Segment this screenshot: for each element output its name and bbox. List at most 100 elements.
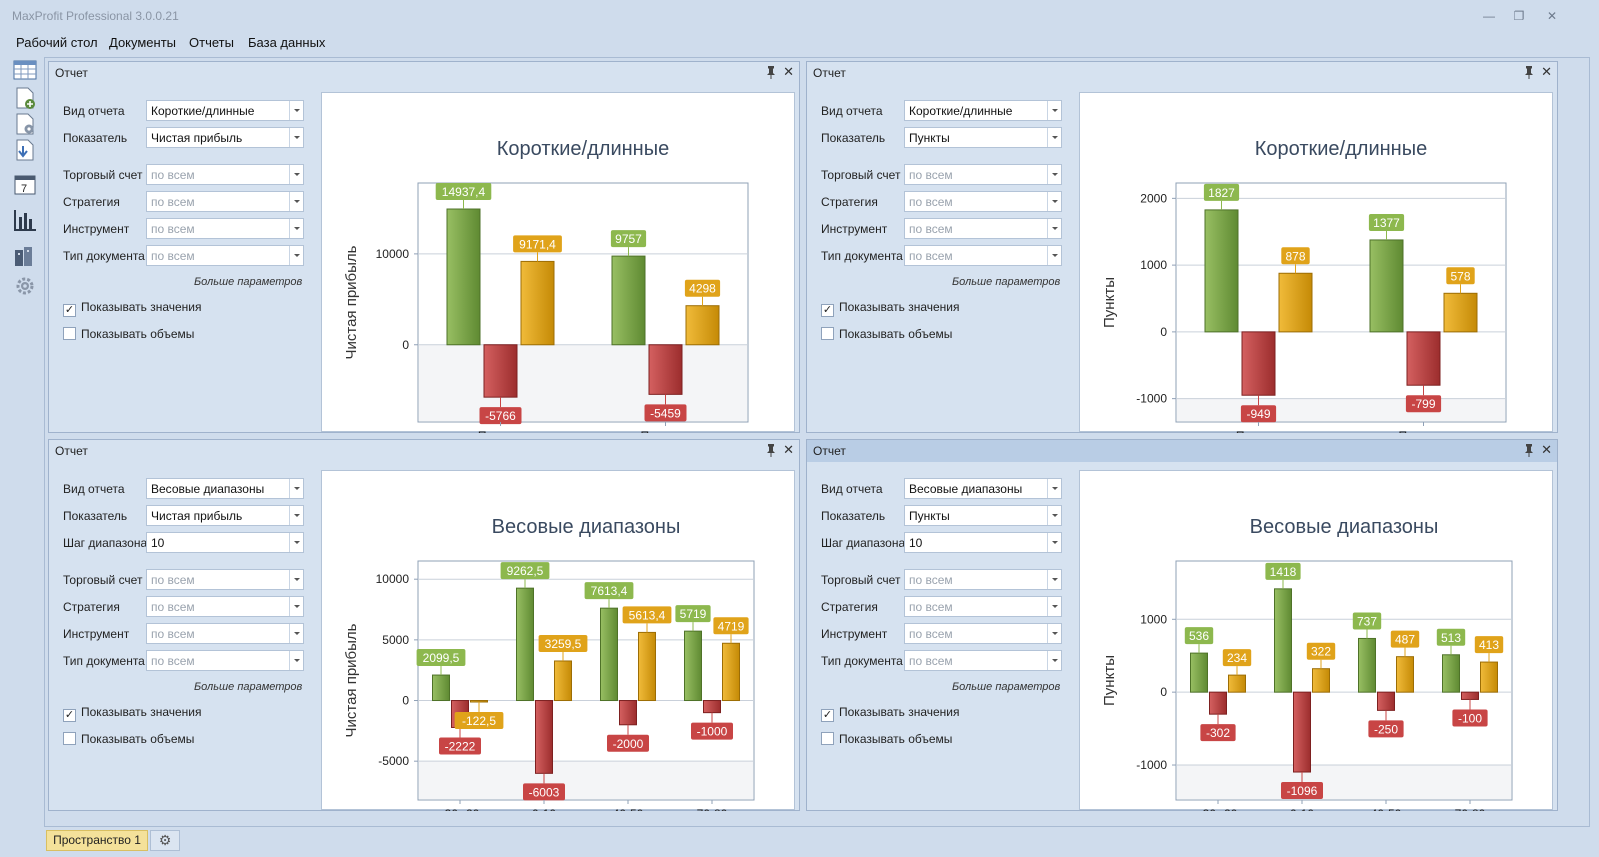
instrument-select[interactable]: по всем [146,218,304,239]
database-icon[interactable] [12,243,38,269]
menu-desktop[interactable]: Рабочий стол [16,35,98,50]
chevron-down-icon[interactable] [1047,192,1061,211]
instrument-select[interactable]: по всем [146,623,304,644]
doc-type-select[interactable]: по всем [904,245,1062,266]
checkbox-box[interactable]: ✓ [821,709,834,722]
chevron-down-icon[interactable] [1047,101,1061,120]
chevron-down-icon[interactable] [1047,479,1061,498]
show-volumes-checkbox[interactable]: Показывать объемы [821,327,952,341]
report-type-select[interactable]: Весовые диапазоны [146,478,304,499]
chevron-down-icon[interactable] [1047,506,1061,525]
chevron-down-icon[interactable] [1047,651,1061,670]
doc-type-select[interactable]: по всем [146,245,304,266]
pin-icon[interactable] [1523,443,1535,457]
chevron-down-icon[interactable] [1047,128,1061,147]
data-label-bg [1203,183,1240,201]
chevron-down-icon[interactable] [1047,165,1061,184]
metric-select[interactable]: Чистая прибыль [146,505,304,526]
chevron-down-icon[interactable] [1047,624,1061,643]
chevron-down-icon[interactable] [289,246,303,265]
chevron-down-icon[interactable] [289,165,303,184]
chevron-down-icon[interactable] [289,624,303,643]
checkbox-box[interactable] [821,732,834,745]
chevron-down-icon[interactable] [289,219,303,238]
add-document-icon[interactable] [12,85,38,111]
gear-icon[interactable] [12,273,38,299]
more-parameters-link[interactable]: Больше параметров [194,276,303,288]
checkbox-box[interactable]: ✓ [821,304,834,317]
show-values-checkbox[interactable]: ✓ Показывать значения [63,705,202,722]
menu-documents[interactable]: Документы [109,35,177,50]
doc-type-select[interactable]: по всем [146,650,304,671]
account-select[interactable]: по всем [146,164,304,185]
metric-select[interactable]: Пункты [904,505,1062,526]
step-input[interactable]: 10 [146,532,304,553]
metric-select[interactable]: Пункты [904,127,1062,148]
show-volumes-checkbox[interactable]: Показывать объемы [63,327,194,341]
chevron-down-icon[interactable] [289,192,303,211]
show-volumes-checkbox[interactable]: Показывать объемы [821,732,952,746]
close-panel-icon[interactable]: ✕ [783,64,794,79]
pin-icon[interactable] [765,443,777,457]
step-input-value: 10 [151,536,165,550]
chevron-down-icon[interactable] [289,533,303,552]
table-icon[interactable] [12,57,38,83]
checkbox-box[interactable]: ✓ [63,304,76,317]
chevron-down-icon[interactable] [289,506,303,525]
close-panel-icon[interactable]: ✕ [1541,442,1552,457]
chevron-down-icon[interactable] [289,597,303,616]
strategy-select[interactable]: по всем [146,191,304,212]
settings-document-icon[interactable] [12,111,38,137]
import-icon[interactable] [12,137,38,163]
more-parameters-link[interactable]: Больше параметров [952,681,1061,693]
more-parameters-link[interactable]: Больше параметров [194,681,303,693]
report-type-select[interactable]: Короткие/длинные [146,100,304,121]
workspace-settings-icon[interactable]: ⚙ [150,830,180,851]
workspace-tab[interactable]: Пространство 1 [46,830,148,851]
chevron-down-icon[interactable] [1047,533,1061,552]
account-select[interactable]: по всем [904,569,1062,590]
report-type-select[interactable]: Короткие/длинные [904,100,1062,121]
menu-reports[interactable]: Отчеты [189,35,234,50]
restore-icon[interactable]: ❐ [1513,9,1525,23]
step-input[interactable]: 10 [904,532,1062,553]
report-type-select[interactable]: Весовые диапазоны [904,478,1062,499]
chevron-down-icon[interactable] [289,128,303,147]
pin-icon[interactable] [1523,65,1535,79]
minimize-icon[interactable]: — [1483,9,1495,23]
menu-database[interactable]: База данных [248,35,326,50]
close-panel-icon[interactable]: ✕ [783,442,794,457]
bar-chart-icon[interactable] [12,207,38,233]
checkbox-box[interactable] [63,327,76,340]
calendar-icon[interactable]: 7 [12,171,38,197]
instrument-select[interactable]: по всем [904,218,1062,239]
show-values-checkbox[interactable]: ✓ Показывать значения [63,300,202,317]
close-window-icon[interactable]: ✕ [1546,9,1558,23]
account-select[interactable]: по всем [904,164,1062,185]
more-parameters-link[interactable]: Больше параметров [952,276,1061,288]
strategy-select[interactable]: по всем [146,596,304,617]
chevron-down-icon[interactable] [289,479,303,498]
chevron-down-icon[interactable] [1047,597,1061,616]
checkbox-box[interactable] [821,327,834,340]
checkbox-box[interactable] [63,732,76,745]
pin-icon[interactable] [765,65,777,79]
chevron-down-icon[interactable] [1047,246,1061,265]
metric-select[interactable]: Чистая прибыль [146,127,304,148]
chevron-down-icon[interactable] [289,651,303,670]
strategy-select[interactable]: по всем [904,596,1062,617]
show-values-checkbox[interactable]: ✓ Показывать значения [821,300,960,317]
show-volumes-checkbox[interactable]: Показывать объемы [63,732,194,746]
chevron-down-icon[interactable] [289,570,303,589]
show-values-checkbox[interactable]: ✓ Показывать значения [821,705,960,722]
account-select[interactable]: по всем [146,569,304,590]
chevron-down-icon[interactable] [1047,570,1061,589]
data-label: 1377 [1373,216,1400,230]
strategy-select[interactable]: по всем [904,191,1062,212]
chevron-down-icon[interactable] [1047,219,1061,238]
close-panel-icon[interactable]: ✕ [1541,64,1552,79]
doc-type-select[interactable]: по всем [904,650,1062,671]
instrument-select[interactable]: по всем [904,623,1062,644]
checkbox-box[interactable]: ✓ [63,709,76,722]
chevron-down-icon[interactable] [289,101,303,120]
